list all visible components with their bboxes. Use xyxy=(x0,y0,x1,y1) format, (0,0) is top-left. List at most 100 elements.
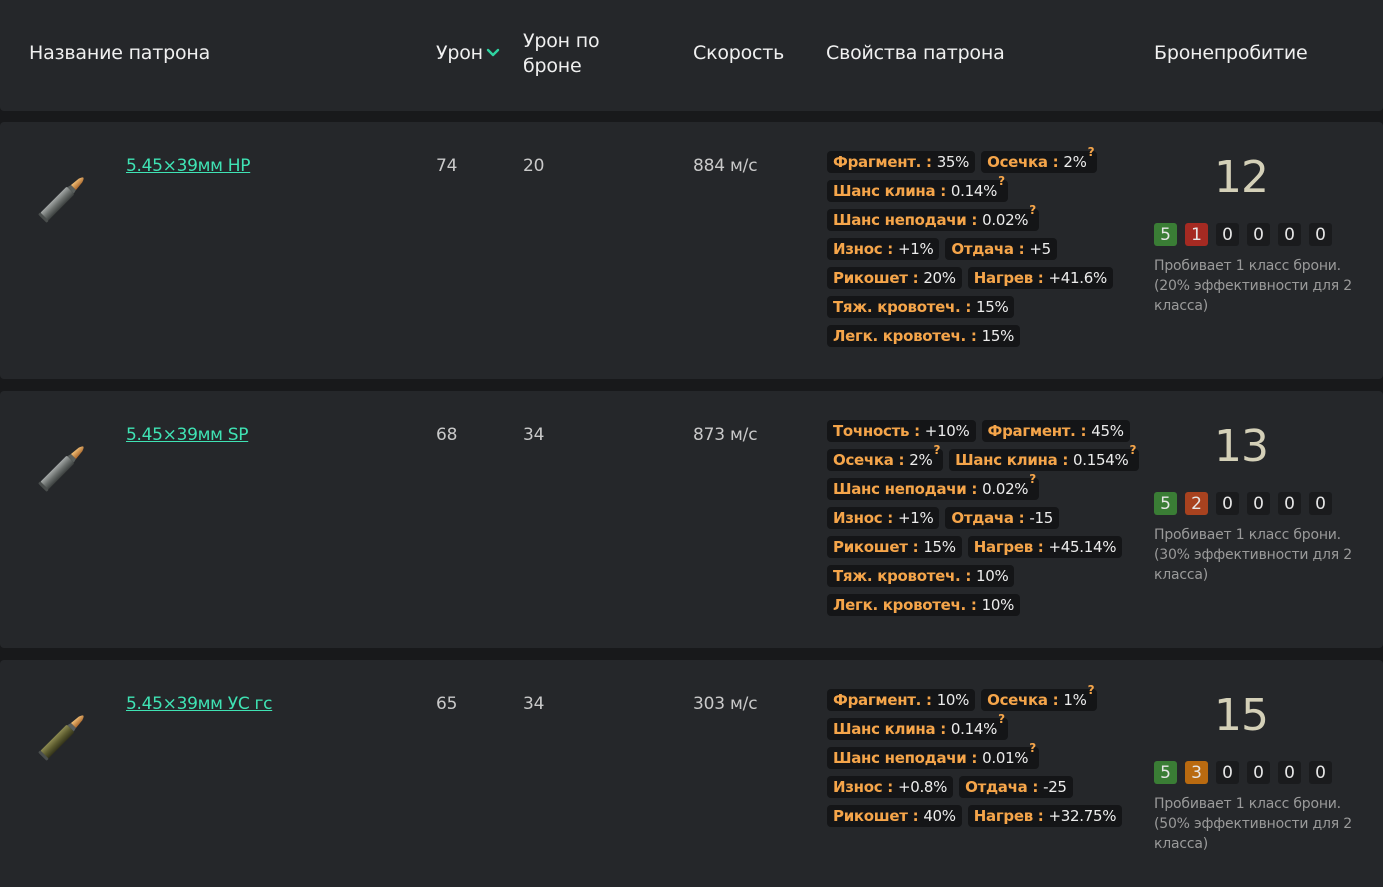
damage-value: 68 xyxy=(436,425,458,445)
property-line: Износ : +1% Отдача : +5 xyxy=(827,238,1137,267)
armor-class-badge: 1 xyxy=(1185,223,1208,246)
property-key: Шанс клина : xyxy=(833,720,946,738)
property-value: 2% xyxy=(909,451,933,469)
armor-class-badge: 5 xyxy=(1154,761,1177,784)
property-value: 20% xyxy=(923,269,956,287)
help-icon[interactable]: ? xyxy=(1129,443,1137,457)
property-tag: Износ : +1% xyxy=(827,238,940,260)
property-key: Тяж. кровотеч. : xyxy=(833,298,972,316)
property-key: Рикошет : xyxy=(833,807,919,825)
property-line: Рикошет :15% Нагрев : +45.14% xyxy=(827,536,1137,565)
property-key: Осечка : xyxy=(833,451,905,469)
armor-class-badge: 5 xyxy=(1154,223,1177,246)
penetration-value: 13 xyxy=(1214,421,1269,472)
property-key: Осечка : xyxy=(987,153,1059,171)
property-key: Шанс неподачи : xyxy=(833,211,978,229)
property-key: Отдача : xyxy=(951,240,1025,258)
property-line: Точность : +10% Фрагмент. :45% xyxy=(827,420,1137,449)
armor-class-badge: 0 xyxy=(1216,761,1239,784)
property-value: -15 xyxy=(1029,509,1053,527)
property-value: +45.14% xyxy=(1048,538,1117,556)
penetration-description: Пробивает 1 класс брони. (50% эффективно… xyxy=(1154,796,1352,852)
help-icon[interactable]: ? xyxy=(1087,683,1095,697)
property-line: Тяж. кровотеч. :10% xyxy=(827,565,1137,594)
property-value: 15% xyxy=(923,538,956,556)
armor-class-badge: 0 xyxy=(1278,492,1301,515)
property-value: 15% xyxy=(976,298,1009,316)
help-icon[interactable]: ? xyxy=(1029,741,1036,755)
property-line: Шанс неподачи :0.01%? xyxy=(827,741,1137,776)
property-line: Фрагмент. :10% Осечка :1%? xyxy=(827,683,1137,718)
property-key: Шанс клина : xyxy=(955,451,1069,469)
property-tag: Рикошет :20% xyxy=(827,267,962,289)
help-icon[interactable]: ? xyxy=(1087,145,1095,159)
property-value: 0.02% xyxy=(982,480,1029,498)
armor-class-badge: 3 xyxy=(1185,761,1208,784)
property-tag: Осечка :2%? xyxy=(827,443,944,471)
ammo-name-link[interactable]: 5.45×39мм УС гс xyxy=(126,694,273,714)
property-tag: Износ : +0.8% xyxy=(827,776,954,798)
property-tag: Шанс неподачи :0.01%? xyxy=(827,741,1039,769)
property-tag: Фрагмент. :10% xyxy=(827,689,976,711)
armor-class-badge: 0 xyxy=(1278,223,1301,246)
help-icon[interactable]: ? xyxy=(1029,203,1036,217)
property-tag: Осечка :1%? xyxy=(981,683,1098,711)
property-key: Нагрев : xyxy=(973,807,1044,825)
chevron-down-icon[interactable] xyxy=(486,40,500,65)
property-tag: Легк. кровотеч. :15% xyxy=(827,325,1021,347)
damage-value: 74 xyxy=(436,156,458,176)
property-key: Отдача : xyxy=(951,509,1025,527)
property-line: Легк. кровотеч. :15% xyxy=(827,325,1137,354)
ammo-name-link[interactable]: 5.45×39мм HP xyxy=(126,156,251,176)
property-key: Рикошет : xyxy=(833,269,919,287)
property-key: Фрагмент. : xyxy=(833,153,932,171)
property-tag: Тяж. кровотеч. :10% xyxy=(827,565,1015,587)
armor-class-badge: 5 xyxy=(1154,492,1177,515)
table-header: Название патрона Урон Урон по броне Скор… xyxy=(0,0,1383,111)
property-value: +1% xyxy=(897,240,934,258)
header-properties: Свойства патрона xyxy=(826,42,1005,64)
penetration-value: 12 xyxy=(1214,152,1269,203)
property-tag: Осечка :2%? xyxy=(981,145,1098,173)
property-tag: Фрагмент. :35% xyxy=(827,151,976,173)
armor-damage-value: 20 xyxy=(523,156,545,176)
property-tag: Рикошет :15% xyxy=(827,536,962,558)
property-value: 0.02% xyxy=(982,211,1029,229)
property-key: Отдача : xyxy=(965,778,1039,796)
header-speed[interactable]: Скорость xyxy=(693,42,785,64)
property-key: Легк. кровотеч. : xyxy=(833,327,977,345)
property-key: Износ : xyxy=(833,509,893,527)
property-line: Шанс неподачи :0.02%? xyxy=(827,203,1137,238)
property-value: 0.14% xyxy=(950,182,998,200)
help-icon[interactable]: ? xyxy=(1029,472,1036,486)
ammo-name-link[interactable]: 5.45×39мм SP xyxy=(126,425,249,445)
table-row: 5.45×39мм SP 68 34 873 м/с Точность : +10… xyxy=(0,391,1383,648)
property-value: 2% xyxy=(1063,153,1087,171)
property-value: +32.75% xyxy=(1048,807,1117,825)
property-key: Шанс неподачи : xyxy=(833,749,978,767)
property-key: Рикошет : xyxy=(833,538,919,556)
property-key: Износ : xyxy=(833,240,893,258)
header-armor-damage[interactable]: Урон по броне xyxy=(523,30,600,77)
property-value: 10% xyxy=(936,691,970,709)
property-tag: Нагрев : +41.6% xyxy=(967,267,1113,289)
property-tag: Тяж. кровотеч. :15% xyxy=(827,296,1015,318)
property-line: Шанс клина :0.14%? xyxy=(827,712,1137,747)
property-value: 40% xyxy=(923,807,956,825)
penetration-description: Пробивает 1 класс брони. (30% эффективно… xyxy=(1154,527,1352,583)
property-key: Шанс неподачи : xyxy=(833,480,978,498)
help-icon[interactable]: ? xyxy=(998,174,1005,188)
table-row: 5.45×39мм УС гс 65 34 303 м/с Фрагмент. … xyxy=(0,660,1383,887)
property-value: +1% xyxy=(897,509,934,527)
header-penetration[interactable]: Бронепробитие xyxy=(1154,42,1308,64)
help-icon[interactable]: ? xyxy=(998,712,1005,726)
property-line: Шанс неподачи :0.02%? xyxy=(827,472,1137,507)
property-tag: Точность : +10% xyxy=(827,420,976,442)
header-name[interactable]: Название патрона xyxy=(29,42,211,64)
property-tag: Шанс клина :0.14%? xyxy=(827,712,1008,740)
help-icon[interactable]: ? xyxy=(933,443,941,457)
property-tag: Отдача : -25 xyxy=(959,776,1073,798)
header-damage[interactable]: Урон xyxy=(436,41,500,66)
armor-damage-value: 34 xyxy=(523,425,545,445)
